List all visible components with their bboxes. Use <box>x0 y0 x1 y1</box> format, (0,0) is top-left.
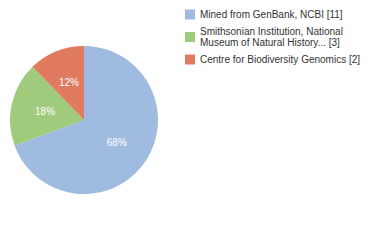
svg-text:18%: 18% <box>35 106 55 117</box>
svg-text:Mined from GenBank, NCBI [11]: Mined from GenBank, NCBI [11] <box>200 9 343 20</box>
svg-text:Museum of Natural History... [: Museum of Natural History... [3] <box>200 37 340 48</box>
svg-text:Smithsonian Institution, Natio: Smithsonian Institution, National <box>200 26 346 37</box>
svg-text:68%: 68% <box>107 137 127 148</box>
svg-text:12%: 12% <box>59 77 79 88</box>
svg-text:Centre for Biodiversity Genomi: Centre for Biodiversity Genomics [2] <box>200 54 360 65</box>
